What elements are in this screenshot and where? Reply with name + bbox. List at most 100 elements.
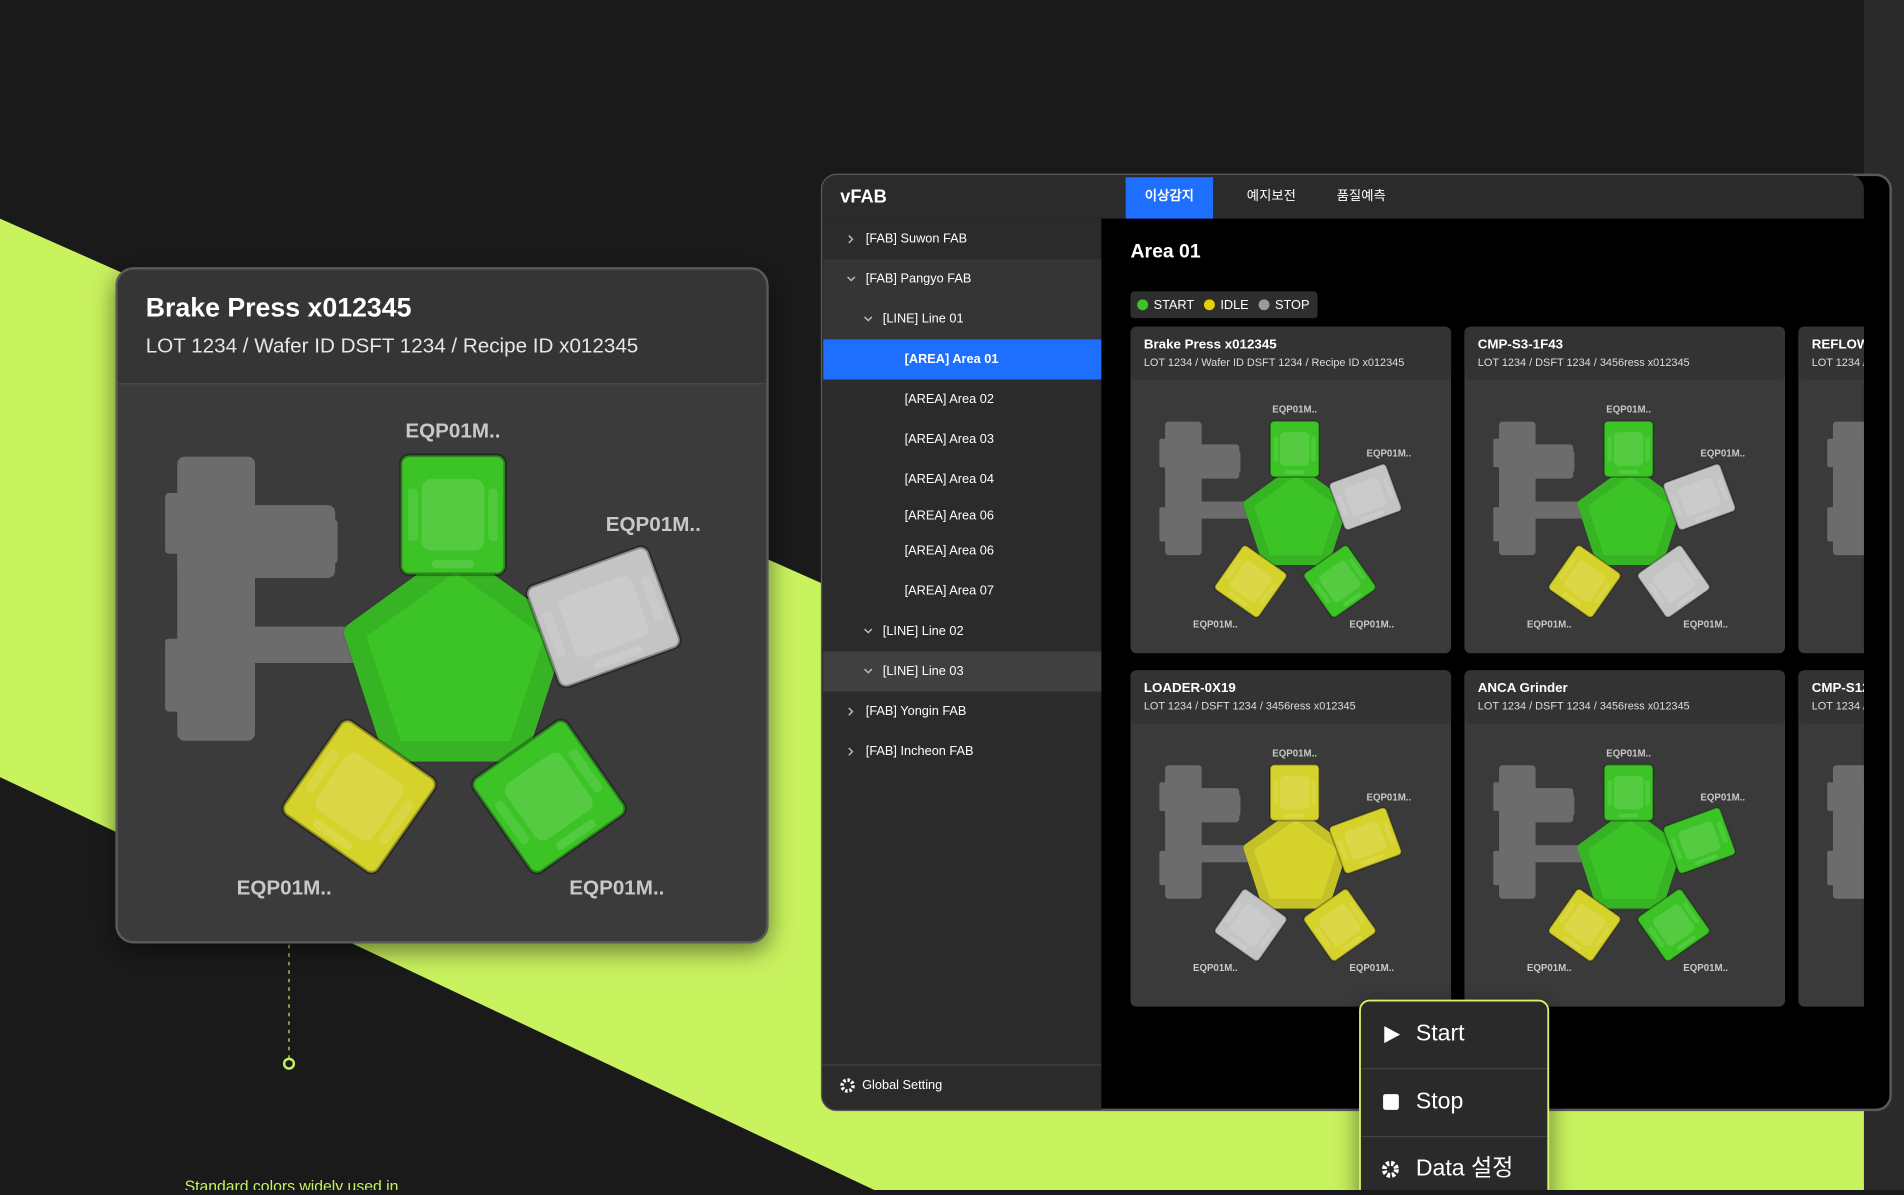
menu-item[interactable]: Start [1416, 1020, 1465, 1046]
module [1662, 806, 1737, 875]
module-inner [1653, 904, 1695, 946]
chevron [864, 628, 873, 634]
gear-icon [1381, 1160, 1399, 1178]
equipment-label: EQP01M.. [1193, 963, 1238, 974]
nav-tab[interactable]: 이상감지 [1145, 187, 1194, 203]
machine [1493, 507, 1502, 542]
tree-item[interactable]: [FAB] Pangyo FAB [866, 271, 972, 286]
module-body [1269, 763, 1321, 822]
tree-row-bg [823, 339, 1102, 380]
machine [1827, 438, 1836, 468]
tree-item[interactable]: [AREA] Area 04 [905, 471, 994, 486]
tree-item[interactable]: [AREA] Area 06 [905, 507, 994, 522]
legend-dot [1258, 299, 1270, 311]
module-inner [1613, 432, 1644, 466]
module-tab [1349, 558, 1366, 580]
card-subtitle: LOT 1234 / DSFT 1234 / 3456ress x012345 [1478, 701, 1690, 713]
tree-item[interactable]: [AREA] Area 07 [905, 583, 994, 598]
module [1328, 463, 1403, 531]
equipment-diagram [1827, 765, 1864, 899]
module-inner [1678, 477, 1721, 517]
module-body [1603, 763, 1654, 822]
module-tab [1562, 935, 1582, 951]
tree-item[interactable]: [AREA] Area 06 [905, 543, 994, 558]
module-body [1547, 888, 1622, 962]
equipment-label: EQP01M.. [1527, 619, 1572, 630]
machine [323, 519, 338, 564]
module-tab [1670, 494, 1682, 517]
equipment-label: EQP01M.. [1349, 619, 1394, 630]
module-tab [408, 488, 418, 542]
chevron [848, 747, 854, 756]
module-tab [1343, 592, 1362, 607]
module-tab [1683, 558, 1699, 580]
module-body [1603, 420, 1654, 478]
chevron [864, 316, 873, 322]
module-tab [1648, 583, 1665, 604]
module-tab [305, 748, 340, 793]
module-tab [1383, 821, 1394, 843]
module [1662, 463, 1737, 531]
module-tab [593, 645, 643, 670]
module-tab [1559, 558, 1576, 580]
module-tab [312, 819, 353, 851]
logo[interactable]: vFAB [840, 187, 887, 207]
module-body [1328, 463, 1403, 531]
module-tab [1648, 926, 1665, 948]
machine [1493, 438, 1502, 468]
nav-tab[interactable]: 품질예측 [1337, 188, 1386, 203]
tree-item[interactable]: [LINE] Line 01 [883, 311, 964, 326]
app-window: Global Setting vFAB Area 01 이상감지 예지보전 품질예측… [820, 173, 1892, 1112]
card-subtitle: LOT 1234 / [1812, 701, 1867, 713]
equipment-label: EQP01M.. [1349, 963, 1394, 974]
equipment-label: EQP01M.. [237, 876, 332, 899]
module-body [1637, 888, 1711, 962]
module [281, 718, 438, 875]
module-tab [1716, 821, 1728, 843]
top-bar [822, 174, 1864, 219]
tree-item[interactable]: [FAB] Suwon FAB [866, 231, 967, 246]
module-tab [1273, 436, 1279, 462]
menu-item[interactable]: Data 설정 [1416, 1154, 1514, 1180]
tree-item[interactable]: [LINE] Line 03 [883, 663, 964, 678]
module-inner [1319, 904, 1361, 946]
machine [1159, 438, 1168, 468]
module [1269, 763, 1321, 822]
module-tab [1228, 592, 1248, 607]
machine [1159, 850, 1168, 886]
tree-item[interactable]: [AREA] Area 02 [905, 391, 994, 406]
card-title: ANCA Grinder [1478, 680, 1568, 695]
module-tab [1314, 926, 1331, 948]
module-tab [1383, 477, 1394, 500]
module-tab [1562, 592, 1582, 607]
legend-label: IDLE [1220, 297, 1248, 312]
module-inner [1344, 477, 1387, 517]
tree-item[interactable]: [AREA] Area 03 [905, 431, 994, 446]
nav-tab[interactable]: 예지보전 [1247, 188, 1296, 203]
module-tab [1336, 494, 1348, 517]
module-tab [1677, 935, 1696, 951]
equipment-label: EQP01M.. [606, 513, 701, 536]
equipment-label: EQP01M.. [1272, 405, 1317, 416]
machine [165, 638, 183, 712]
machine [1233, 794, 1241, 816]
module-tab [1349, 902, 1366, 924]
tree-item[interactable]: [FAB] Incheon FAB [866, 743, 974, 758]
machine [1165, 788, 1240, 823]
global-setting[interactable]: Global Setting [862, 1077, 942, 1092]
module-inner [1319, 560, 1361, 603]
module-body [1662, 463, 1737, 531]
gear-icon [840, 1078, 855, 1093]
tree-item[interactable]: [LINE] Line 02 [883, 623, 964, 638]
chevron [847, 276, 856, 282]
module-body [281, 718, 438, 875]
module-tab [1314, 583, 1331, 604]
module-tab [1284, 813, 1305, 818]
tree-item[interactable]: [AREA] Area 01 [905, 351, 999, 366]
legend-dot [1203, 299, 1215, 311]
menu-item[interactable]: Stop [1416, 1088, 1463, 1114]
tree-item[interactable]: [FAB] Yongin FAB [866, 703, 967, 718]
module-body [1328, 806, 1403, 875]
module-tab [1645, 780, 1650, 805]
module-tab [1343, 935, 1362, 951]
